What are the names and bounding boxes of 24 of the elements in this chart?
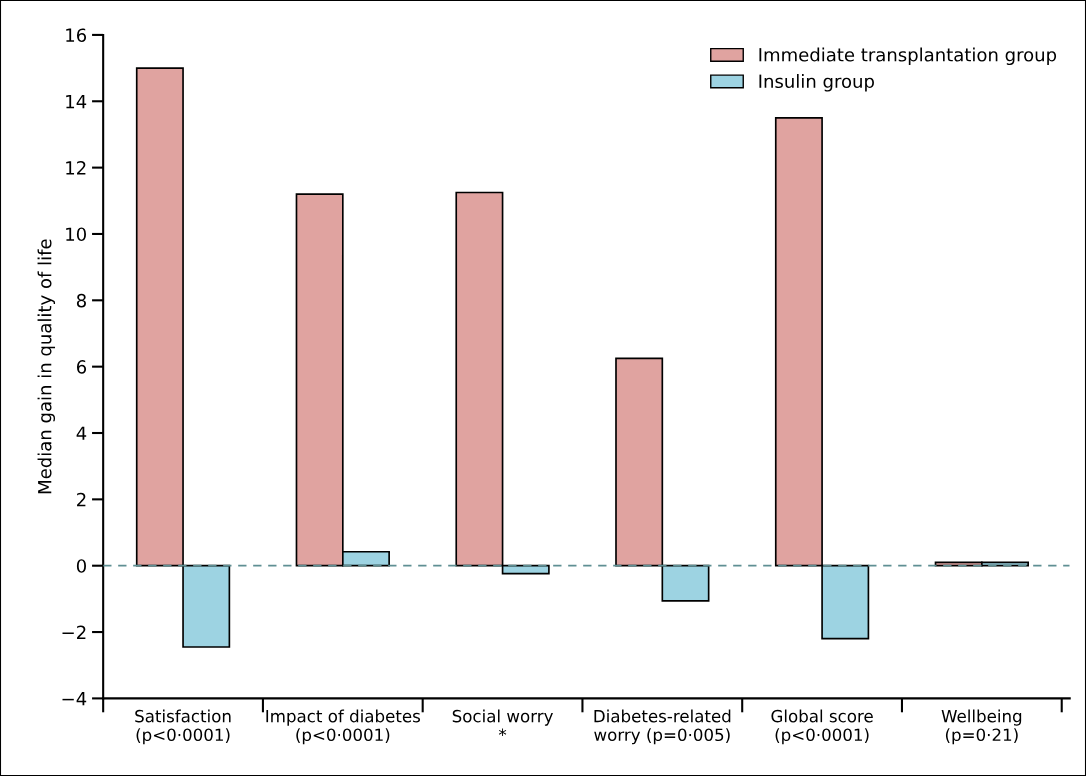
bar — [615, 357, 664, 567]
y-tick-label: −2 — [62, 625, 86, 639]
y-tick-label: −4 — [62, 692, 87, 706]
y-tick-label: 0 — [76, 559, 86, 573]
x-tick-label: Social worry * — [452, 709, 553, 737]
x-tick-label: Diabetes-related worry (p=0·005) — [594, 709, 731, 745]
y-tick-label: 10 — [66, 227, 86, 242]
legend-label: Insulin group — [759, 74, 874, 92]
y-tick-label: 8 — [76, 293, 86, 308]
bar — [182, 564, 231, 648]
bar — [135, 67, 184, 567]
y-tick-label: 14 — [66, 94, 87, 109]
y-tick-label: 2 — [77, 492, 86, 507]
y-axis-title: Median gain in quality of life — [37, 239, 56, 494]
x-tick-label: Impact of diabetes (p<0·0001) — [266, 709, 421, 745]
legend-label: Immediate transplantation group — [759, 47, 1057, 66]
y-tick-label: 12 — [66, 161, 86, 175]
bar — [661, 564, 710, 602]
y-tick-label: 16 — [66, 28, 87, 43]
y-tick-label: 6 — [76, 360, 87, 374]
x-tick-label: Wellbeing (p=0·21) — [941, 709, 1022, 745]
y-tick-label: 4 — [76, 426, 87, 440]
x-tick-label: Global score (p<0·0001) — [771, 709, 873, 745]
x-tick-label: Satisfaction (p<0·0001) — [135, 709, 231, 745]
